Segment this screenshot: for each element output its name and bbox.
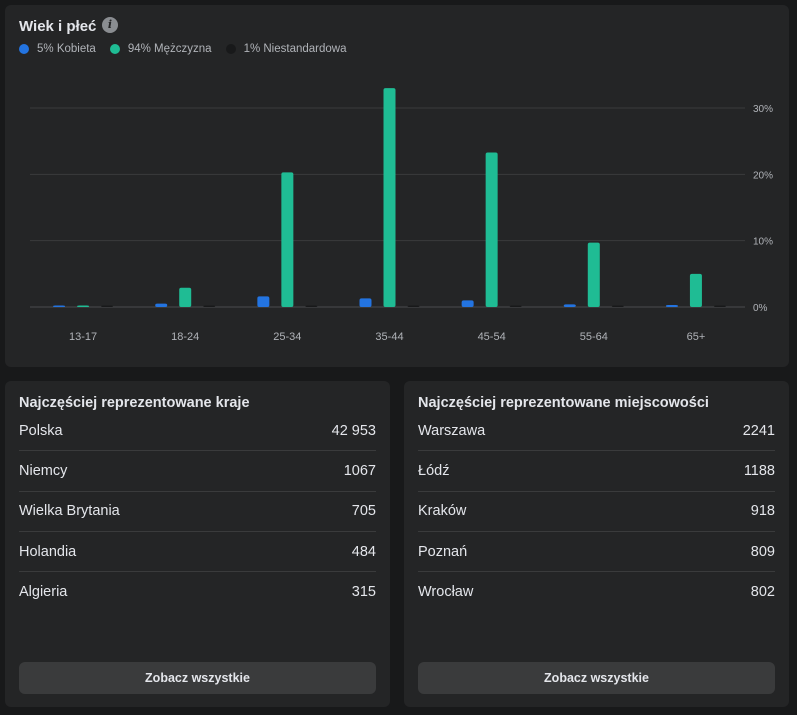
y-tick-label: 10% xyxy=(753,237,773,248)
y-tick-label: 30% xyxy=(753,104,773,115)
list-item: Łódź 1188 xyxy=(418,451,775,492)
bar-mężczyzna-45-54[interactable] xyxy=(485,152,498,307)
legend-item-male: 94% Mężczyzna xyxy=(109,43,212,55)
city-name: Warszawa xyxy=(418,422,486,439)
bar-niestandardowa-55-64[interactable] xyxy=(611,305,624,308)
top-countries-card: Najczęściej reprezentowane kraje Polska 4… xyxy=(5,381,390,707)
city-name: Wrocław xyxy=(418,584,474,601)
bar-niestandardowa-18-24[interactable] xyxy=(203,305,216,308)
country-count: 42 953 xyxy=(331,422,376,439)
see-all-cities-button[interactable]: Zobacz wszystkie xyxy=(418,662,775,694)
bar-kobieta-18-24[interactable] xyxy=(155,303,168,307)
list-item: Niemcy 1067 xyxy=(19,451,376,492)
bar-niestandardowa-35-44[interactable] xyxy=(407,305,420,308)
list-item: Wielka Brytania 705 xyxy=(19,492,376,532)
age-gender-chart: 0% 10% 20% 30% 13-17 18-24 25-34 35-44 45-54 55-6… xyxy=(30,88,773,343)
city-count: 1188 xyxy=(743,462,775,479)
x-tick-label: 25-34 xyxy=(273,331,301,343)
x-tick-label: 45-54 xyxy=(478,331,506,343)
bar-mężczyzna-55-64[interactable] xyxy=(587,242,600,307)
x-tick-label: 35-44 xyxy=(375,331,403,343)
bar-niestandardowa-25-34[interactable] xyxy=(305,305,318,308)
bar-niestandardowa-13-17[interactable] xyxy=(101,305,114,308)
legend-item-nonbinary: 1% Niestandardowa xyxy=(225,43,347,55)
legend-label-female: 5% Kobieta xyxy=(37,43,96,55)
bar-niestandardowa-65+[interactable] xyxy=(713,305,726,308)
y-tick-label: 20% xyxy=(753,170,773,181)
countries-list: Polska 42 953 Niemcy 1067 Wielka Brytania 7… xyxy=(19,411,376,612)
country-name: Niemcy xyxy=(19,462,68,479)
country-count: 1067 xyxy=(343,462,376,479)
chart-legend: 5% Kobieta 94% Mężczyzna 1% Niestandardo… xyxy=(19,43,346,55)
country-name: Algieria xyxy=(19,584,68,601)
city-name: Poznań xyxy=(418,543,468,560)
top-cities-title: Najczęściej reprezentowane miejscowości xyxy=(418,395,709,411)
cities-list: Warszawa 2241 Łódź 1188 Kraków 918 Poznań 80… xyxy=(418,411,775,612)
country-count: 705 xyxy=(351,503,376,520)
legend-dot-female xyxy=(19,44,29,54)
y-tick-label: 0% xyxy=(753,303,768,314)
country-count: 484 xyxy=(351,543,376,560)
list-item: Algieria 315 xyxy=(19,572,376,612)
list-item: Poznań 809 xyxy=(418,532,775,573)
age-gender-title: Wiek i płeć xyxy=(19,18,97,35)
info-icon[interactable]: i xyxy=(102,17,118,33)
country-name: Wielka Brytania xyxy=(19,503,120,520)
legend-dot-male xyxy=(109,44,120,54)
city-name: Kraków xyxy=(418,503,467,520)
country-count: 315 xyxy=(351,584,376,601)
list-item: Wrocław 802 xyxy=(418,572,775,612)
bar-kobieta-35-44[interactable] xyxy=(359,298,372,307)
list-item: Polska 42 953 xyxy=(19,411,376,452)
legend-label-nonbinary: 1% Niestandardowa xyxy=(243,43,347,55)
city-count: 802 xyxy=(750,584,775,601)
bar-kobieta-13-17[interactable] xyxy=(53,305,66,308)
bar-mężczyzna-65+[interactable] xyxy=(689,273,702,307)
bar-mężczyzna-13-17[interactable] xyxy=(77,305,90,308)
bar-kobieta-55-64[interactable] xyxy=(563,304,576,307)
list-item: Kraków 918 xyxy=(418,492,775,532)
list-item: Warszawa 2241 xyxy=(418,411,775,452)
bar-niestandardowa-45-54[interactable] xyxy=(509,305,522,308)
top-countries-title: Najczęściej reprezentowane kraje xyxy=(19,395,250,411)
city-count: 2241 xyxy=(742,422,775,439)
bar-mężczyzna-25-34[interactable] xyxy=(281,172,294,307)
x-tick-label: 65+ xyxy=(687,331,706,343)
see-all-countries-button[interactable]: Zobacz wszystkie xyxy=(19,662,376,694)
bar-kobieta-65+[interactable] xyxy=(665,305,678,307)
legend-item-female: 5% Kobieta xyxy=(19,43,96,55)
bar-kobieta-25-34[interactable] xyxy=(257,296,270,307)
city-name: Łódź xyxy=(418,462,450,479)
legend-label-male: 94% Mężczyzna xyxy=(127,43,212,55)
country-name: Polska xyxy=(19,422,63,439)
top-cities-card: Najczęściej reprezentowane miejscowości … xyxy=(404,381,789,707)
city-count: 918 xyxy=(750,503,775,520)
legend-dot-nonbinary xyxy=(225,44,236,54)
list-item: Holandia 484 xyxy=(19,532,376,573)
bar-mężczyzna-18-24[interactable] xyxy=(179,287,192,307)
country-name: Holandia xyxy=(19,543,77,560)
bar-kobieta-45-54[interactable] xyxy=(461,300,474,307)
age-gender-card: Wiek i płeć i 5% Kobieta 94% Mężczyzna 1… xyxy=(5,5,789,367)
x-tick-label: 18-24 xyxy=(171,331,199,343)
city-count: 809 xyxy=(750,543,775,560)
bar-mężczyzna-35-44[interactable] xyxy=(383,88,396,307)
x-tick-label: 55-64 xyxy=(580,331,608,343)
x-tick-label: 13-17 xyxy=(69,331,97,343)
